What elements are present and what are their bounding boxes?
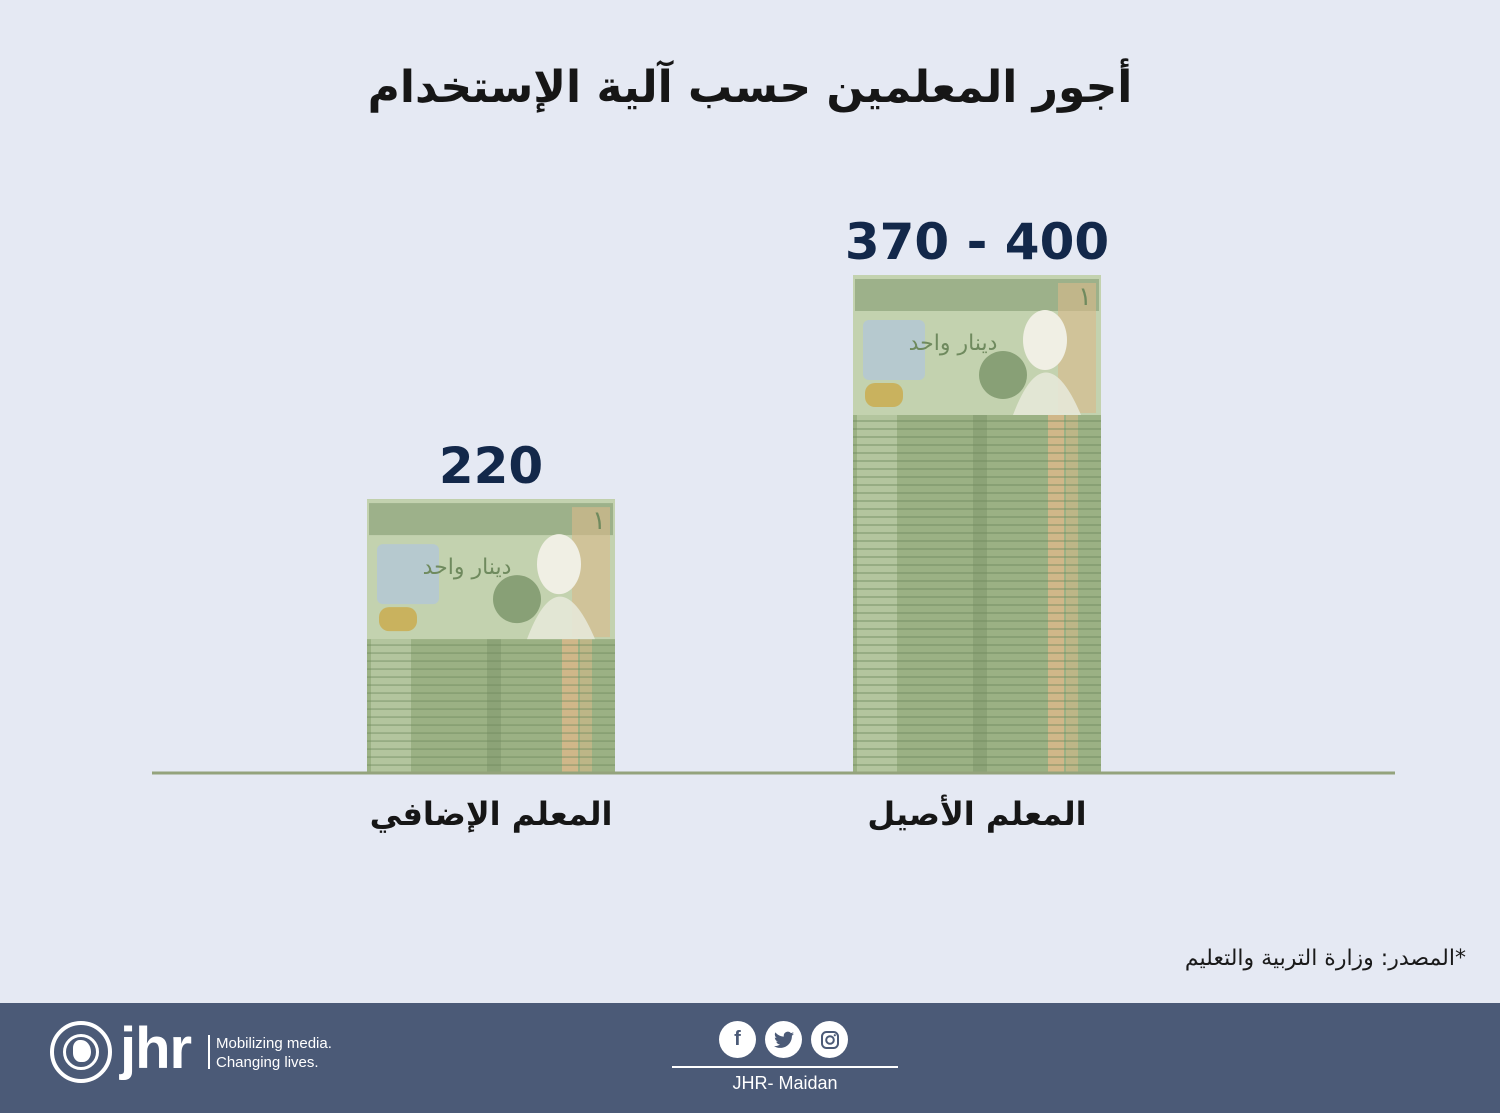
logo-wordmark: jhr (120, 1016, 192, 1081)
instagram-icon[interactable] (811, 1021, 848, 1058)
data-label: 370 - 400 (845, 213, 1109, 271)
banknote-text: دينار واحد (423, 555, 512, 580)
logo-divider (208, 1035, 210, 1069)
globe-icon (50, 1021, 112, 1083)
banknote-watermark (377, 544, 439, 605)
stack-band-tan (1048, 415, 1064, 773)
stack-band-tan (580, 639, 592, 773)
banknote-gold-mark (379, 607, 417, 632)
banknote-coin (979, 351, 1027, 399)
stack-band-light (857, 415, 897, 773)
banknote-denomination: ١ (1078, 282, 1092, 312)
bar-banknote-stack: دينار واحد ١ (367, 499, 615, 773)
bar-banknote-stack: دينار واحد ١ (853, 275, 1101, 773)
stack-band-dark (487, 639, 501, 773)
facebook-icon[interactable]: f (719, 1021, 756, 1058)
banknote-watermark (863, 320, 925, 380)
jhr-logo[interactable]: jhr Mobilizing media. Changing lives. (50, 1016, 370, 1091)
banknote-gold-mark (865, 383, 903, 407)
stack-band-light (371, 639, 411, 773)
stack-band-dark (973, 415, 987, 773)
data-label: 220 (439, 437, 543, 495)
banknote-text: دينار واحد (909, 331, 998, 356)
banknote-portrait-beard (527, 596, 595, 640)
category-label: المعلم الإضافي (370, 795, 613, 833)
banknote-portrait (1023, 310, 1067, 370)
category-label: المعلم الأصيل (867, 794, 1086, 833)
twitter-icon[interactable] (765, 1021, 802, 1058)
source-note: *المصدر: وزارة التربية والتعليم (1184, 946, 1466, 971)
stack-band-tan (1066, 415, 1078, 773)
chart: دينار واحد ١ 220 المعلم الإضافي دينار واحد ١ 3… (152, 213, 1395, 833)
banknote-portrait (537, 534, 581, 595)
banknote-portrait-beard (1013, 372, 1081, 415)
footer: jhr Mobilizing media. Changing lives. f … (0, 1003, 1500, 1113)
chart-title: أجور المعلمين حسب آلية الإستخدام (367, 62, 1133, 113)
social-handle: JHR- Maidan (732, 1073, 838, 1093)
tagline-line-1: Mobilizing media. (216, 1035, 332, 1052)
tagline-line-2: Changing lives. (216, 1054, 319, 1071)
banknote-denomination: ١ (592, 506, 606, 536)
banknote-coin (493, 575, 541, 624)
logo-tagline: Mobilizing media. Changing lives. (216, 1034, 332, 1072)
social-links: f JHR- Maidan (672, 1021, 898, 1101)
stack-band-tan (562, 639, 578, 773)
social-divider (672, 1066, 898, 1068)
